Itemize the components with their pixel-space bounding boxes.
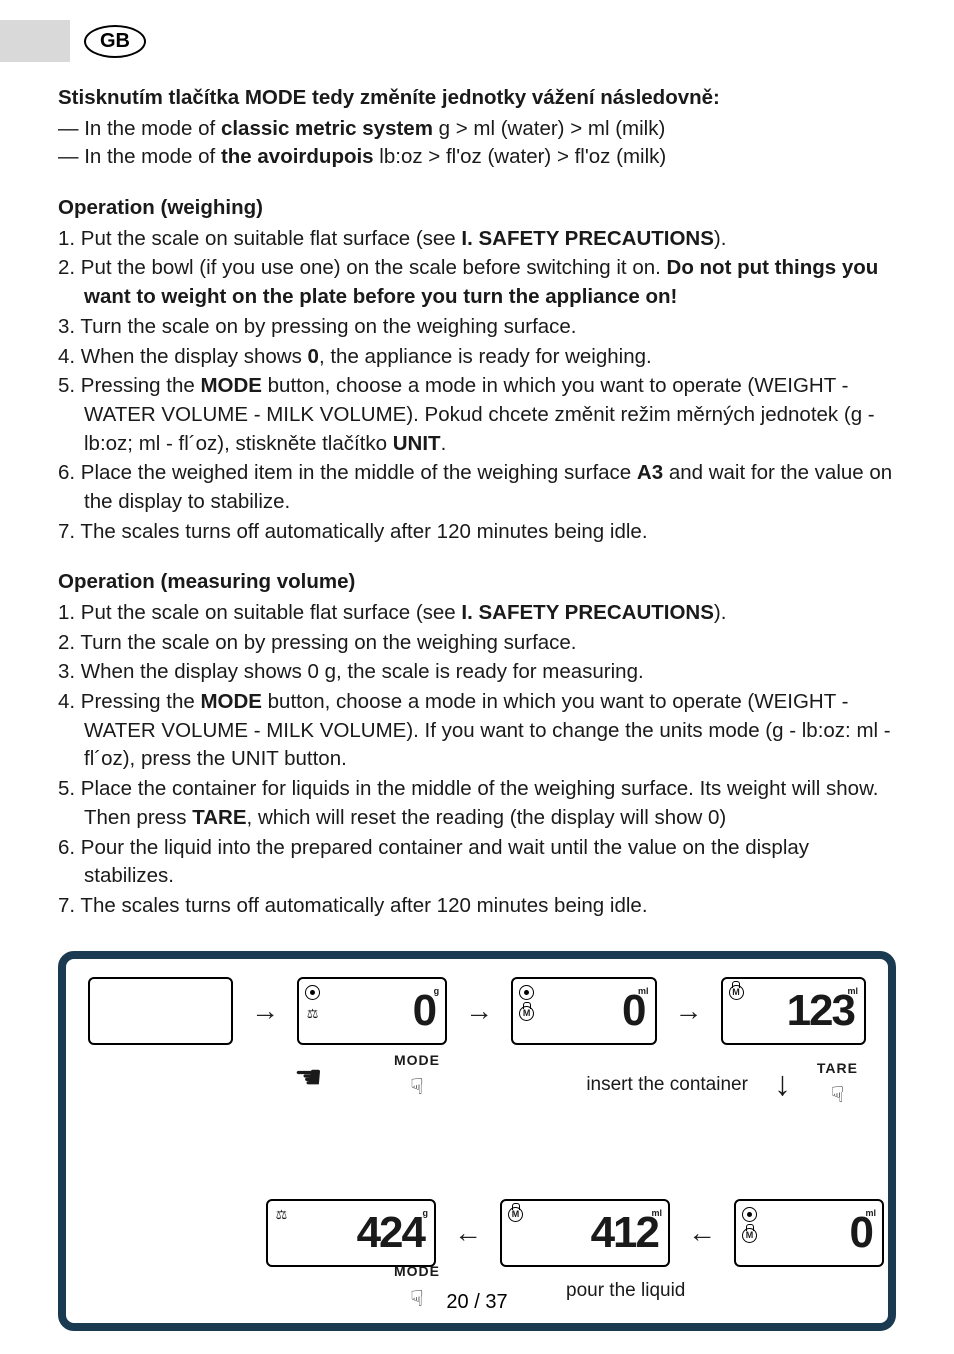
- caption-insert: insert the container: [586, 1073, 748, 1097]
- language-badge: GB: [0, 20, 146, 62]
- page-number: 20 / 37: [0, 1291, 954, 1314]
- lcd-0ml-2: M 0 ml: [734, 1199, 884, 1267]
- arrow-left-icon: ←: [454, 1213, 482, 1252]
- diagram-bottom-row: ⚖ 424 g ← M 412 ml ← M 0 ml: [266, 1199, 884, 1267]
- tare-press: TARE ☟: [817, 1059, 858, 1111]
- diagram-top-row: → ⚖ 0 g → M 0 ml →: [88, 977, 866, 1045]
- list-item: 5. Place the container for liquids in th…: [58, 775, 896, 832]
- arrow-right-icon: →: [465, 991, 493, 1030]
- mode-line-2: — In the mode of the avoirdupois lb:oz >…: [58, 143, 896, 172]
- arrow-down-icon: ↓: [774, 1061, 791, 1109]
- lcd-123ml: M 123 ml: [721, 977, 866, 1045]
- arrow-left-icon: ←: [688, 1213, 716, 1252]
- m-icon: M: [508, 1207, 523, 1222]
- arrow-right-icon: →: [675, 991, 703, 1030]
- badge-oval: GB: [84, 25, 146, 58]
- page-content: Stisknutím tlačítka MODE tedy změníte je…: [58, 84, 896, 1331]
- m-icon: M: [519, 1006, 534, 1021]
- lcd-0ml: M 0 ml: [511, 977, 656, 1045]
- lcd-0g: ⚖ 0 g: [297, 977, 447, 1045]
- list-item: 1. Put the scale on suitable flat surfac…: [58, 225, 896, 254]
- heading-modes: Stisknutím tlačítka MODE tedy změníte je…: [58, 84, 896, 113]
- list-item: 2. Put the bowl (if you use one) on the …: [58, 254, 896, 311]
- target-icon: [305, 985, 320, 1000]
- lcd-412ml: M 412 ml: [500, 1199, 670, 1267]
- list-item: 6. Place the weighed item in the middle …: [58, 459, 896, 516]
- heading-weighing: Operation (weighing): [58, 194, 896, 223]
- list-item: 6. Pour the liquid into the prepared con…: [58, 834, 896, 891]
- list-item: 1. Put the scale on suitable flat surfac…: [58, 599, 896, 628]
- lcd-blank: [88, 977, 233, 1045]
- list-item: 5. Pressing the MODE button, choose a mo…: [58, 372, 896, 458]
- lcd-group: ⚖ 0 g: [297, 977, 447, 1045]
- heading-volume: Operation (measuring volume): [58, 568, 896, 597]
- diagram-frame: → ⚖ 0 g → M 0 ml →: [58, 951, 896, 1331]
- badge-bar: [0, 20, 70, 62]
- target-icon: [742, 1207, 757, 1222]
- section-volume: Operation (measuring volume) 1. Put the …: [58, 568, 896, 920]
- m-icon: M: [729, 985, 744, 1000]
- list-item: 3. When the display shows 0 g, the scale…: [58, 658, 896, 687]
- section-modes: Stisknutím tlačítka MODE tedy změníte je…: [58, 84, 896, 172]
- finger-icon: ☟: [410, 1072, 423, 1103]
- list-item: 4. Pressing the MODE button, choose a mo…: [58, 688, 896, 774]
- list-item: 7. The scales turns off automatically af…: [58, 518, 896, 547]
- list-item: 3. Turn the scale on by pressing on the …: [58, 313, 896, 342]
- tap-hand-icon: ☚: [294, 1055, 323, 1100]
- list-item: 4. When the display shows 0, the applian…: [58, 343, 896, 372]
- m-icon: M: [742, 1228, 757, 1243]
- mode-press: MODE ☟: [394, 1051, 440, 1103]
- list-item: 7. The scales turns off automatically af…: [58, 892, 896, 921]
- finger-icon: ☟: [831, 1080, 844, 1111]
- scale-icon: ⚖: [274, 1207, 289, 1222]
- lcd-424g: ⚖ 424 g: [266, 1199, 436, 1267]
- right-mid-group: insert the container ↓ TARE ☟: [586, 1059, 858, 1111]
- section-weighing: Operation (weighing) 1. Put the scale on…: [58, 194, 896, 546]
- list-item: 2. Turn the scale on by pressing on the …: [58, 629, 896, 658]
- mode-line-1: — In the mode of classic metric system g…: [58, 115, 896, 144]
- target-icon: [519, 985, 534, 1000]
- arrow-right-icon: →: [251, 991, 279, 1030]
- scale-icon: ⚖: [305, 1006, 320, 1021]
